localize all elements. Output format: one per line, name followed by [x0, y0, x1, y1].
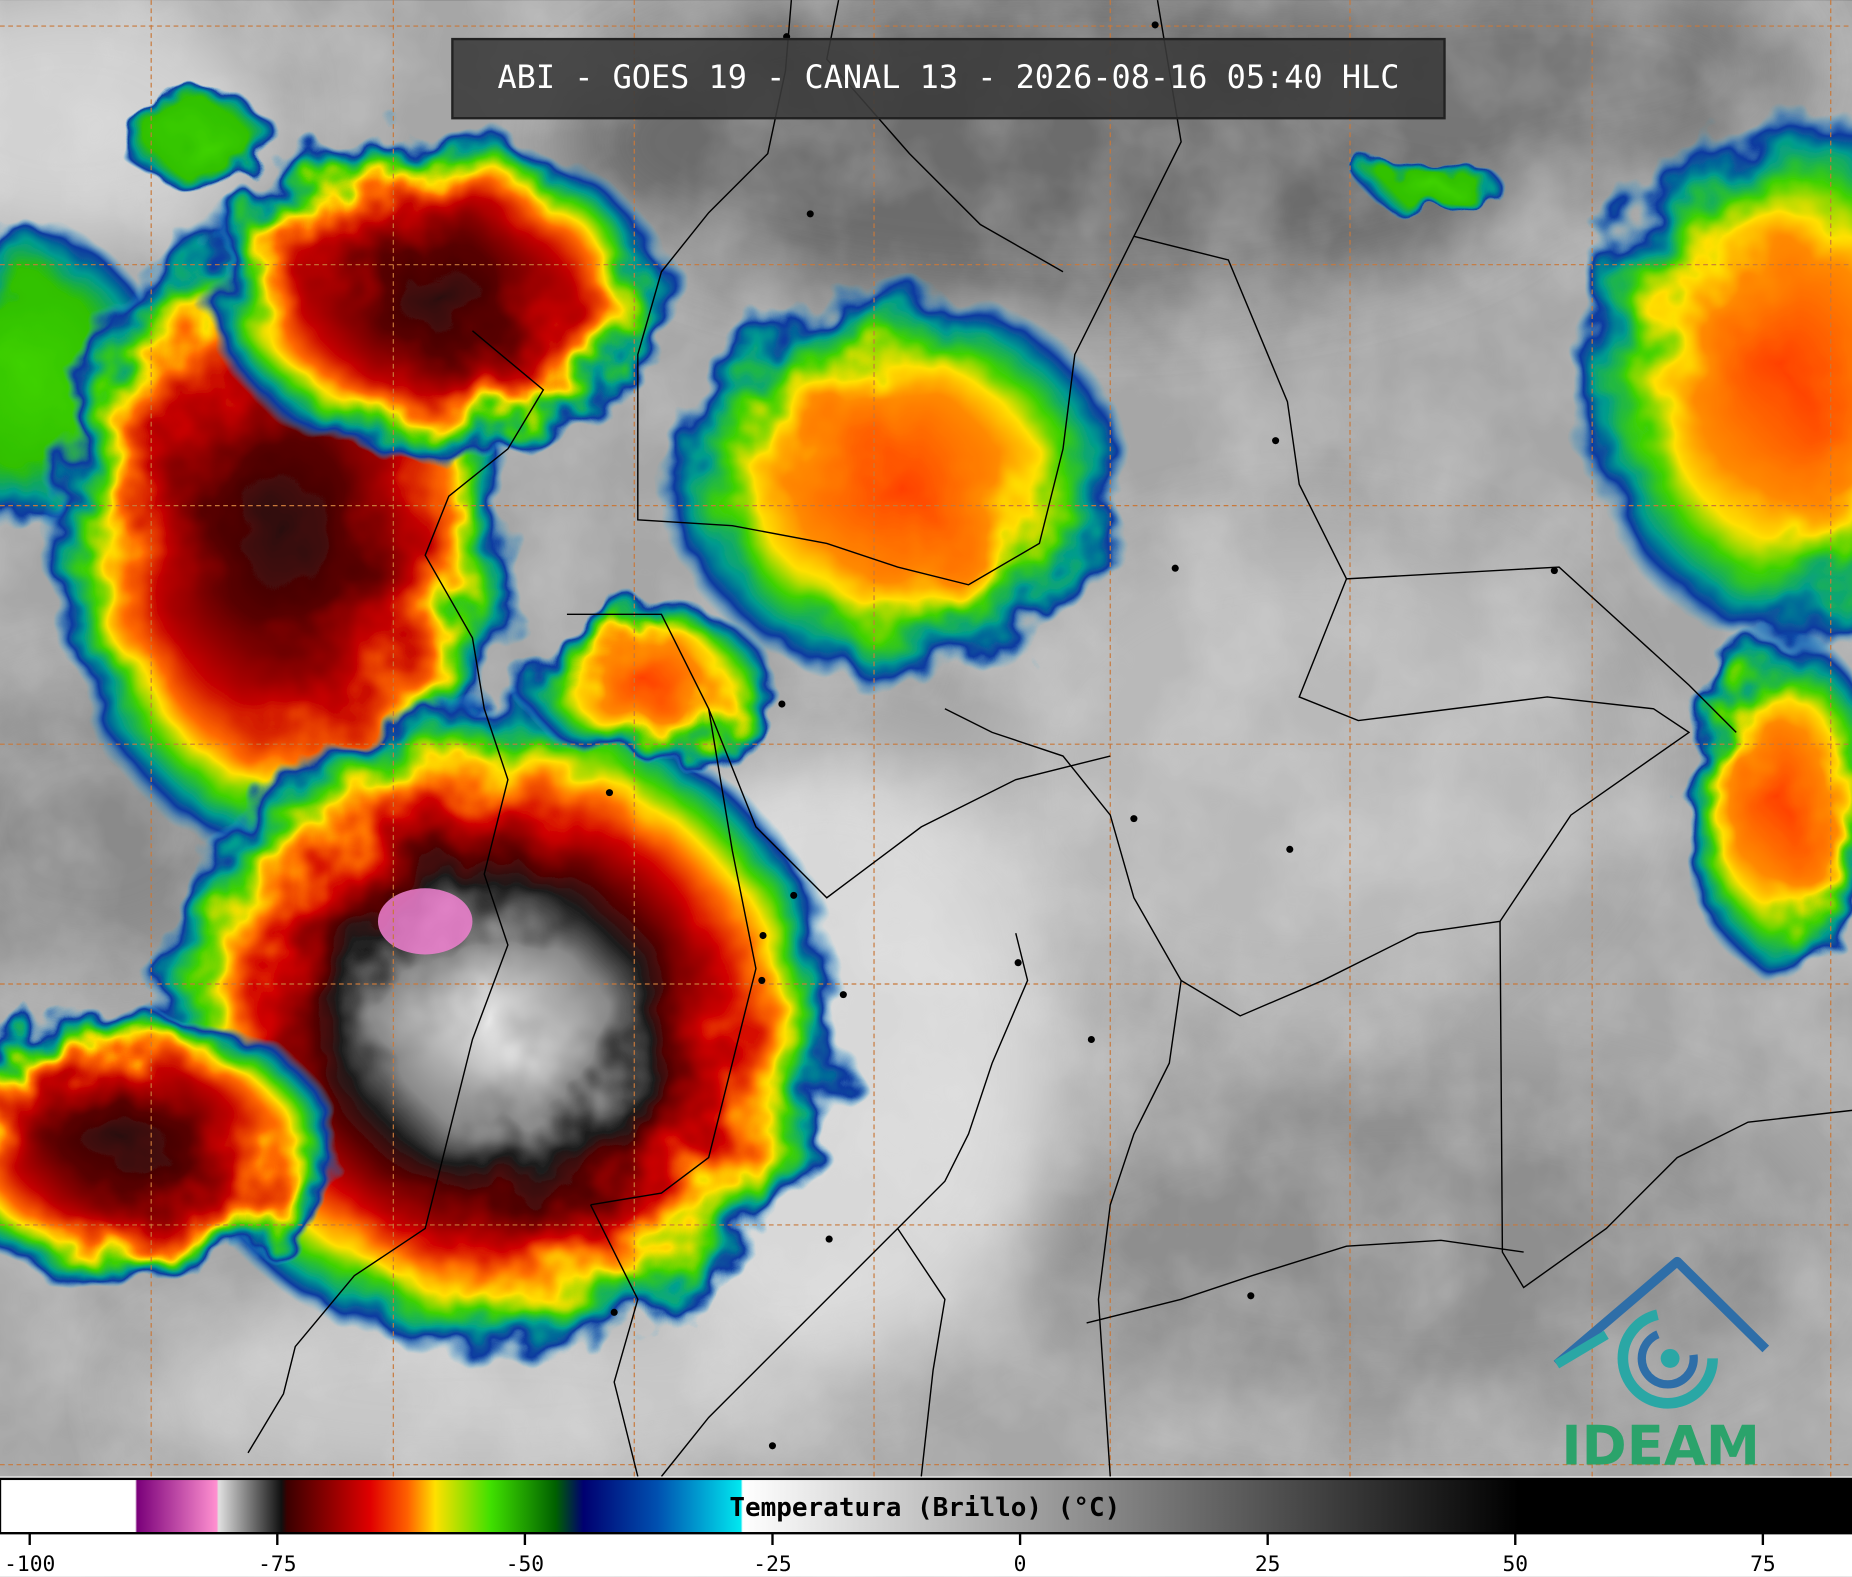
colorbar-tick-label: -75: [258, 1552, 296, 1577]
colorbar-ticks: -100 -75 -50 -25 0 25 50 75: [4, 1533, 1776, 1577]
colorbar-label: Temperatura (Brillo) (°C): [729, 1493, 1120, 1523]
borders: [247, 0, 1852, 1477]
title-box: [451, 37, 1446, 120]
title: ABI - GOES 19 - CANAL 13 - 2026-08-16 05…: [497, 58, 1399, 96]
ideam-logo: IDEAM: [1553, 1256, 1770, 1478]
colorbar-tick-label: 75: [1750, 1552, 1776, 1577]
colorbar-tick-label: -25: [753, 1552, 791, 1577]
colorbar-tick-label: 0: [1014, 1552, 1027, 1577]
colorbar-tick-label: -100: [4, 1552, 55, 1577]
coldest-tops: [377, 888, 473, 955]
colorbar-tick-label: 50: [1502, 1552, 1528, 1577]
colorbar-tick-label: -50: [506, 1552, 544, 1577]
colorbar-tick-label: 25: [1255, 1552, 1281, 1577]
convective-storms: [0, 94, 1852, 1359]
graticule: [0, 0, 1852, 1477]
logo-text: IDEAM: [1561, 1415, 1760, 1478]
city-markers: [605, 21, 1558, 1450]
